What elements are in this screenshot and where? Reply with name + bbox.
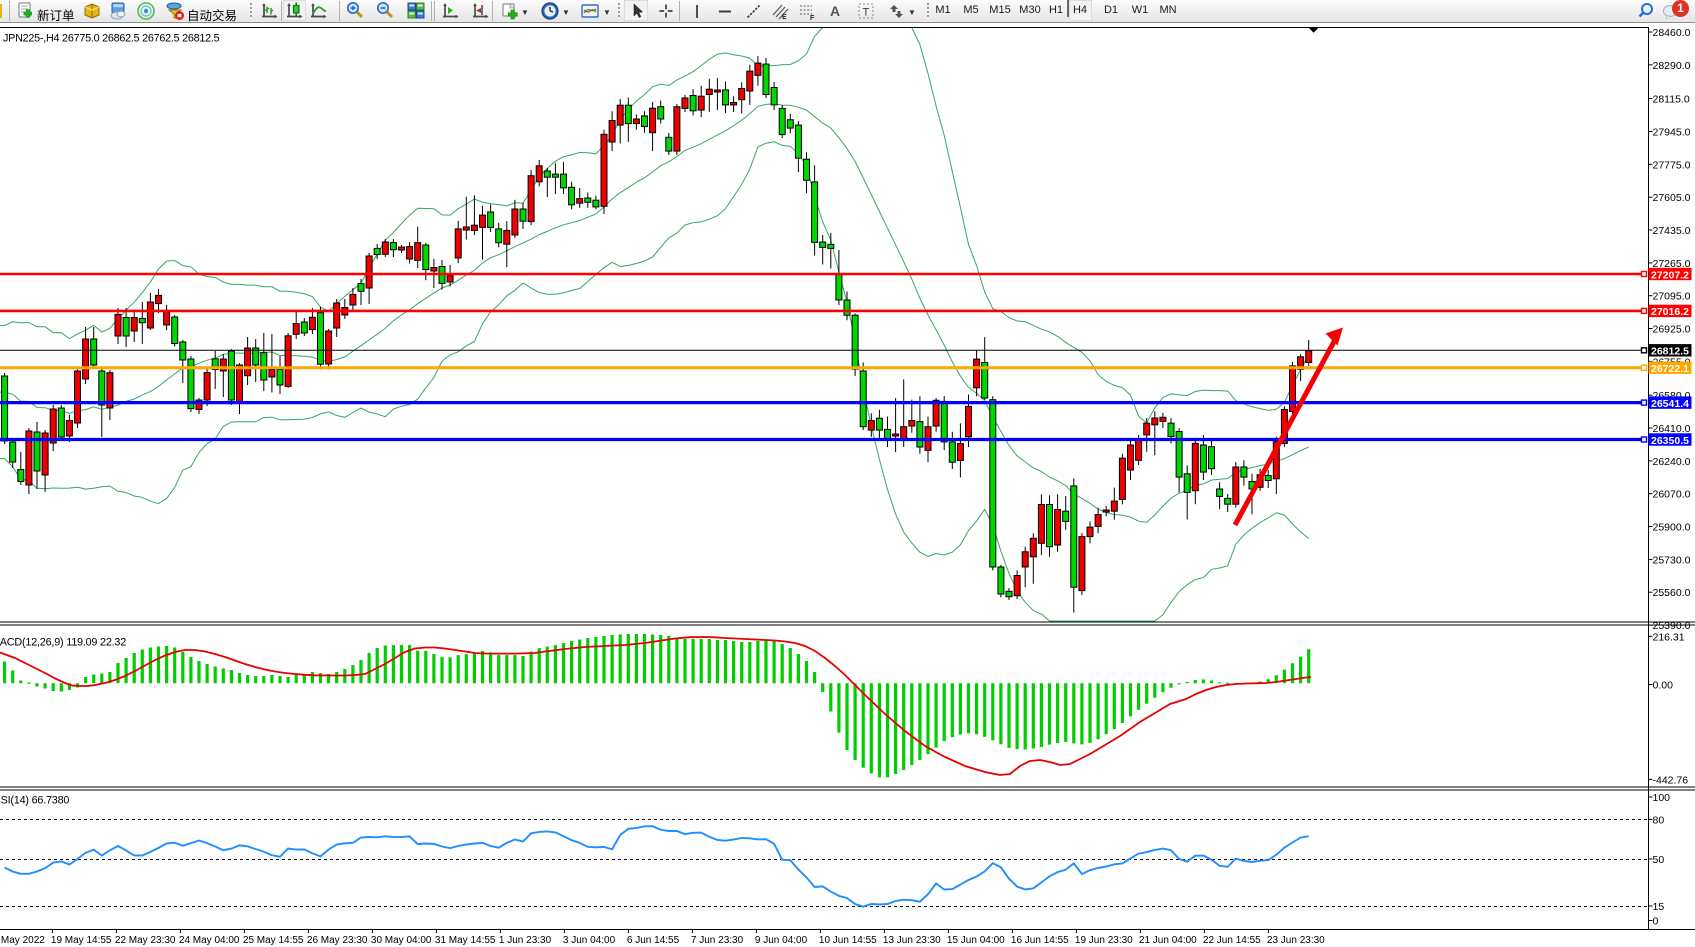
svg-text:26541.4: 26541.4 xyxy=(1651,398,1689,410)
svg-text:27435.0: 27435.0 xyxy=(1653,225,1691,237)
svg-text:23 Jun 23:30: 23 Jun 23:30 xyxy=(1267,935,1325,946)
svg-text:31 May 14:55: 31 May 14:55 xyxy=(435,935,496,946)
svg-text:7 Jun 23:30: 7 Jun 23:30 xyxy=(691,935,744,946)
svg-text:22 Jun 14:55: 22 Jun 14:55 xyxy=(1203,935,1261,946)
svg-text:26925.0: 26925.0 xyxy=(1653,324,1691,336)
svg-text:80: 80 xyxy=(1653,814,1665,826)
svg-text:0.00: 0.00 xyxy=(1653,680,1674,692)
svg-text:-442.76: -442.76 xyxy=(1653,774,1689,786)
svg-text:F: F xyxy=(810,15,815,21)
svg-text:26722.1: 26722.1 xyxy=(1651,363,1689,375)
svg-text:MACD(12,26,9) 119.09 22.32: MACD(12,26,9) 119.09 22.32 xyxy=(0,637,126,649)
svg-text:16 Jun 14:55: 16 Jun 14:55 xyxy=(1011,935,1069,946)
svg-text:27207.2: 27207.2 xyxy=(1651,269,1689,281)
svg-text:22 May 23:30: 22 May 23:30 xyxy=(115,935,176,946)
svg-text:25730.0: 25730.0 xyxy=(1653,554,1691,566)
svg-text:19 Jun 23:30: 19 Jun 23:30 xyxy=(1075,935,1133,946)
svg-text:28290.0: 28290.0 xyxy=(1653,60,1691,72)
svg-text:27605.0: 27605.0 xyxy=(1653,192,1691,204)
svg-text:25560.0: 25560.0 xyxy=(1653,587,1691,599)
svg-text:27016.2: 27016.2 xyxy=(1651,306,1689,318)
svg-text:10 Jun 14:55: 10 Jun 14:55 xyxy=(819,935,877,946)
svg-text:28460.0: 28460.0 xyxy=(1653,27,1691,39)
svg-text:30 May 04:00: 30 May 04:00 xyxy=(371,935,432,946)
svg-text:15: 15 xyxy=(1653,901,1665,913)
svg-text:E: E xyxy=(782,14,787,21)
svg-text:0: 0 xyxy=(1653,916,1659,928)
svg-text:50: 50 xyxy=(1653,854,1665,866)
svg-text:26 May 23:30: 26 May 23:30 xyxy=(307,935,368,946)
svg-text:18 May 2022: 18 May 2022 xyxy=(0,935,45,946)
svg-text:RSI(14) 66.7380: RSI(14) 66.7380 xyxy=(0,795,69,807)
svg-text:19 May 14:55: 19 May 14:55 xyxy=(51,935,112,946)
svg-text:26350.5: 26350.5 xyxy=(1651,435,1689,447)
svg-text:25 May 14:55: 25 May 14:55 xyxy=(243,935,304,946)
svg-text:28115.0: 28115.0 xyxy=(1653,94,1690,106)
svg-text:1 Jun 23:30: 1 Jun 23:30 xyxy=(499,935,552,946)
svg-text:21 Jun 04:00: 21 Jun 04:00 xyxy=(1139,935,1197,946)
svg-text:25390.0: 25390.0 xyxy=(1653,620,1691,632)
svg-text:27095.0: 27095.0 xyxy=(1653,291,1691,303)
svg-text:26240.0: 26240.0 xyxy=(1653,456,1691,468)
svg-text:13 Jun 23:30: 13 Jun 23:30 xyxy=(883,935,941,946)
svg-text:24 May 04:00: 24 May 04:00 xyxy=(179,935,240,946)
svg-text:T: T xyxy=(863,7,870,19)
svg-text:26070.0: 26070.0 xyxy=(1653,489,1691,501)
svg-text:26410.0: 26410.0 xyxy=(1653,423,1691,435)
svg-text:JPN225-,H4 26775.0 26862.5 26: JPN225-,H4 26775.0 26862.5 26762.5 26812… xyxy=(3,33,220,45)
svg-text:26812.5: 26812.5 xyxy=(1651,346,1689,358)
svg-text:3 Jun 04:00: 3 Jun 04:00 xyxy=(563,935,616,946)
svg-text:15 Jun 04:00: 15 Jun 04:00 xyxy=(947,935,1005,946)
svg-text:27945.0: 27945.0 xyxy=(1653,127,1691,139)
svg-text:6 Jun 14:55: 6 Jun 14:55 xyxy=(627,935,680,946)
svg-text:216.31: 216.31 xyxy=(1653,631,1685,643)
svg-text:100: 100 xyxy=(1653,792,1671,804)
svg-text:27265.0: 27265.0 xyxy=(1653,258,1691,270)
svg-text:9 Jun 04:00: 9 Jun 04:00 xyxy=(755,935,808,946)
svg-text:27775.0: 27775.0 xyxy=(1653,159,1691,171)
svg-text:25900.0: 25900.0 xyxy=(1653,522,1691,534)
